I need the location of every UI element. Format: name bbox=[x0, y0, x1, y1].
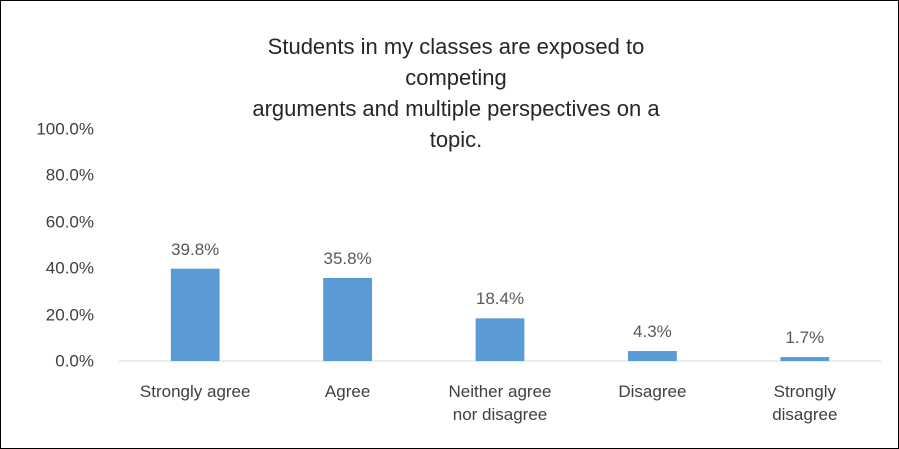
bar bbox=[475, 318, 525, 361]
data-label: 39.8% bbox=[171, 239, 220, 259]
y-tick-label: 40.0% bbox=[45, 258, 94, 278]
x-tick-label: Disagree bbox=[618, 382, 687, 401]
chart-title: Students in my classes are exposed to co… bbox=[252, 34, 660, 152]
data-label: 1.7% bbox=[785, 328, 825, 348]
x-tick-label: Agree bbox=[324, 382, 371, 401]
y-tick-label: 20.0% bbox=[45, 305, 94, 325]
y-tick-label: 100.0% bbox=[36, 119, 94, 139]
y-tick-label: 80.0% bbox=[45, 165, 94, 185]
bar bbox=[170, 268, 220, 361]
x-tick-label: Neither agree nor disagree bbox=[448, 382, 552, 424]
bar bbox=[780, 357, 830, 361]
x-tick-label: Strongly disagree bbox=[772, 382, 838, 424]
bar bbox=[628, 351, 677, 361]
y-tick-label: 0.0% bbox=[55, 351, 94, 371]
data-label: 18.4% bbox=[475, 289, 525, 309]
x-tick-label: Strongly agree bbox=[139, 382, 251, 401]
data-label: 35.8% bbox=[323, 248, 372, 268]
y-tick-label: 60.0% bbox=[45, 212, 94, 232]
bar bbox=[323, 277, 372, 361]
data-label: 4.3% bbox=[633, 322, 672, 342]
